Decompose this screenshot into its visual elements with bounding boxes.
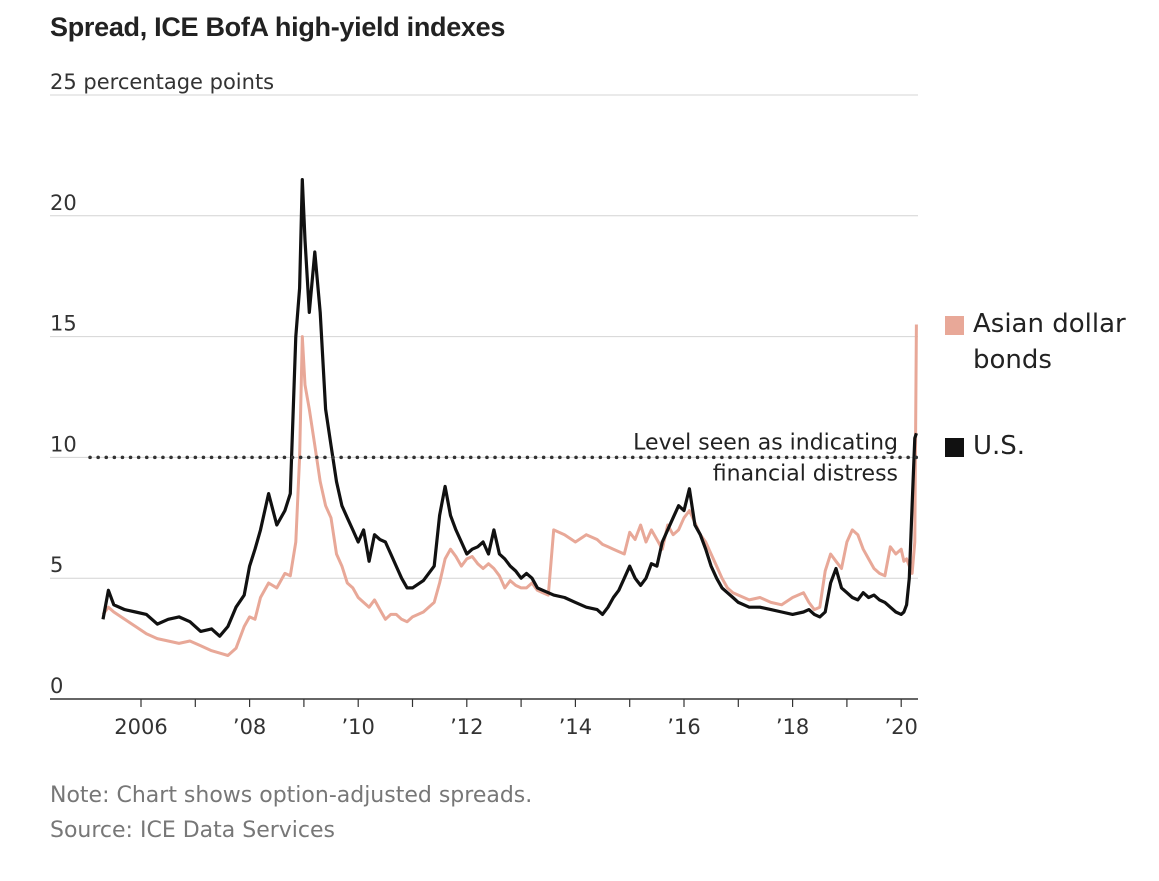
x-tick-label: 2006 bbox=[114, 715, 167, 739]
threshold-label: financial distress bbox=[713, 461, 898, 486]
series-line-us bbox=[101, 178, 918, 638]
series-line-asian bbox=[101, 324, 918, 657]
legend-label-asian: Asian dollar bonds bbox=[973, 306, 1143, 378]
legend-swatch-asian bbox=[945, 316, 964, 335]
legend-text-asian: Asian dollar bonds bbox=[973, 309, 1126, 375]
legend-swatch-us bbox=[945, 438, 964, 457]
legend-text-us: U.S. bbox=[973, 431, 1026, 461]
y-tick-label: 0 bbox=[50, 674, 63, 698]
x-tick-label: ’14 bbox=[559, 715, 592, 739]
legend-label-us: U.S. bbox=[973, 428, 1025, 464]
y-tick-label: 25 percentage points bbox=[50, 70, 274, 94]
y-tick-label: 15 bbox=[50, 312, 77, 336]
y-tick-label: 20 bbox=[50, 191, 77, 215]
y-tick-label: 10 bbox=[50, 432, 77, 456]
chart-source: Source: ICE Data Services bbox=[50, 818, 336, 843]
x-tick-label: ’12 bbox=[450, 715, 483, 739]
threshold-label: Level seen as indicating bbox=[633, 430, 898, 455]
x-tick-label: ’10 bbox=[341, 715, 374, 739]
x-tick-label: ’16 bbox=[667, 715, 700, 739]
chart-note: Note: Chart shows option-adjusted spread… bbox=[50, 783, 533, 808]
x-tick-label: ’20 bbox=[884, 715, 917, 739]
x-tick-label: ’18 bbox=[776, 715, 809, 739]
y-tick-label: 5 bbox=[50, 553, 63, 577]
chart-title: Spread, ICE BofA high-yield indexes bbox=[50, 12, 506, 42]
x-tick-label: ’08 bbox=[233, 715, 266, 739]
